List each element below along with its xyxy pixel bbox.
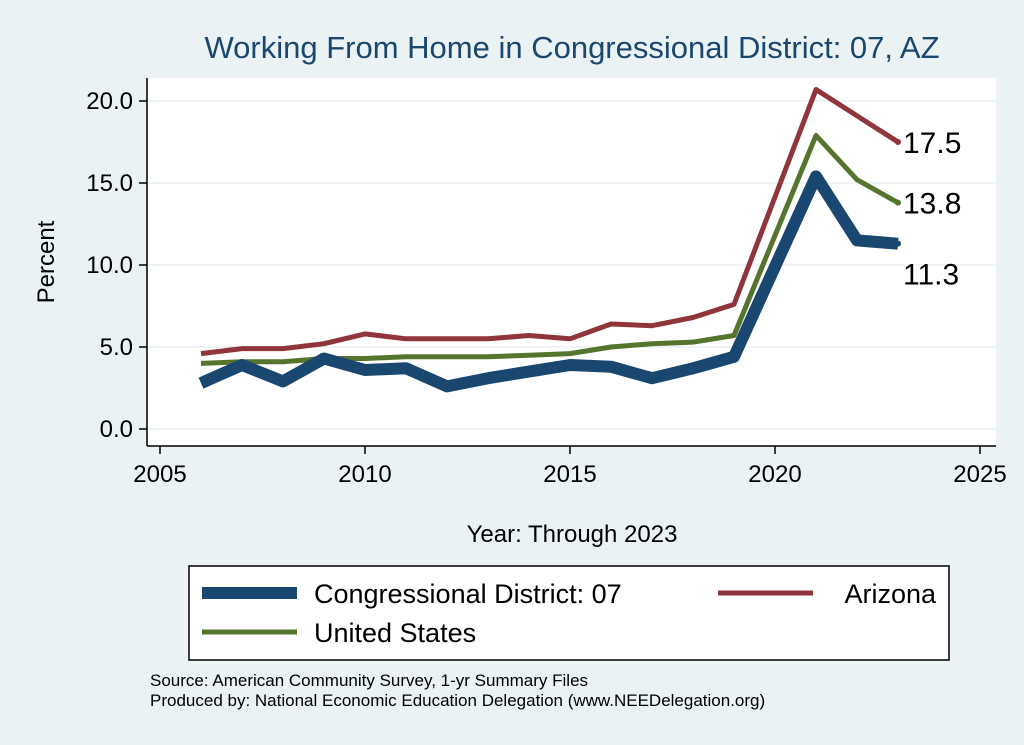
y-axis-label: Percent: [33, 220, 60, 303]
y-tick-label: 10.0: [86, 252, 133, 279]
legend-entry: Arizona: [844, 579, 937, 609]
end-marker: [895, 240, 901, 247]
y-tick-label: 0.0: [100, 416, 133, 443]
x-tick-label: 2005: [133, 461, 186, 488]
end-label: 11.3: [903, 259, 959, 292]
source-line-1: Source: American Community Survey, 1-yr …: [150, 671, 588, 690]
x-tick-label: 2020: [748, 461, 801, 488]
series-line-arizona: [200, 87, 900, 357]
x-tick-label: 2015: [543, 461, 596, 488]
axes: 0.0 5.0 10.0 15.0 20.0 2005 2010 2015 2020 2025: [86, 78, 1007, 488]
end-label: 13.8: [903, 188, 961, 221]
end-marker: [895, 199, 901, 206]
plot-area: [147, 78, 996, 446]
legend-box: [188, 565, 950, 661]
source-line-2: Produced by: National Economic Education…: [150, 691, 765, 710]
series-lines: [198, 87, 900, 393]
legend-entry: Congressional District: 07: [314, 579, 622, 609]
y-tick-label: 15.0: [86, 170, 133, 197]
series-line-congressional-district-07: [198, 170, 899, 393]
y-tick-label: 5.0: [100, 334, 133, 361]
chart-title: Working From Home in Congressional Distr…: [204, 30, 939, 65]
end-marker: [895, 139, 901, 145]
y-tick-label: 20.0: [86, 88, 133, 115]
end-labels: 11.3 17.5 13.8: [895, 127, 961, 292]
x-axis-label: Year: Through 2023: [467, 521, 678, 548]
end-label: 17.5: [903, 127, 961, 160]
x-tick-label: 2010: [338, 461, 391, 488]
x-tick-label: 2025: [953, 461, 1006, 488]
legend-entry: United States: [314, 618, 476, 648]
legend: Congressional District: 07 Arizona United …: [202, 579, 937, 648]
